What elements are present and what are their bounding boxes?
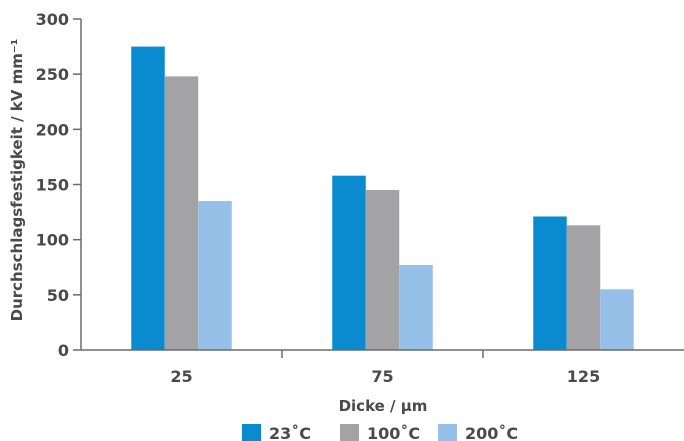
legend-label: 100˚C — [367, 424, 420, 441]
legend-swatch — [438, 424, 457, 441]
bar — [399, 265, 433, 350]
bar — [600, 289, 634, 350]
bar — [332, 175, 366, 350]
bar — [533, 216, 567, 350]
x-axis-ticks: 25 75 125 — [170, 350, 600, 386]
y-tick-label: 200 — [36, 120, 69, 139]
y-tick-label: 50 — [47, 286, 69, 305]
bars — [131, 46, 634, 350]
legend: 23˚C 100˚C 200˚C — [242, 424, 518, 441]
y-tick-label: 300 — [36, 10, 69, 29]
y-axis-label: Durchschlagsfestigkeit / kV mm⁻¹ — [8, 39, 26, 322]
bar — [198, 201, 232, 350]
y-tick-label: 0 — [58, 341, 69, 360]
legend-label: 23˚C — [269, 424, 311, 441]
y-tick-label: 250 — [36, 65, 69, 84]
y-tick-label: 150 — [36, 176, 69, 195]
bar — [365, 190, 400, 350]
legend-label: 200˚C — [465, 424, 518, 441]
bar — [131, 46, 165, 350]
x-tick-label: 25 — [170, 367, 192, 386]
x-axis-label: Dicke / µm — [339, 397, 428, 415]
bar — [164, 76, 199, 350]
y-tick-label: 100 — [36, 231, 69, 250]
y-axis-ticks: 0 50 100 150 200 250 300 — [36, 10, 81, 360]
bar — [566, 225, 601, 350]
legend-swatch — [340, 424, 359, 441]
x-tick-label: 125 — [567, 367, 600, 386]
x-tick-label: 75 — [371, 367, 393, 386]
legend-swatch — [242, 424, 261, 441]
